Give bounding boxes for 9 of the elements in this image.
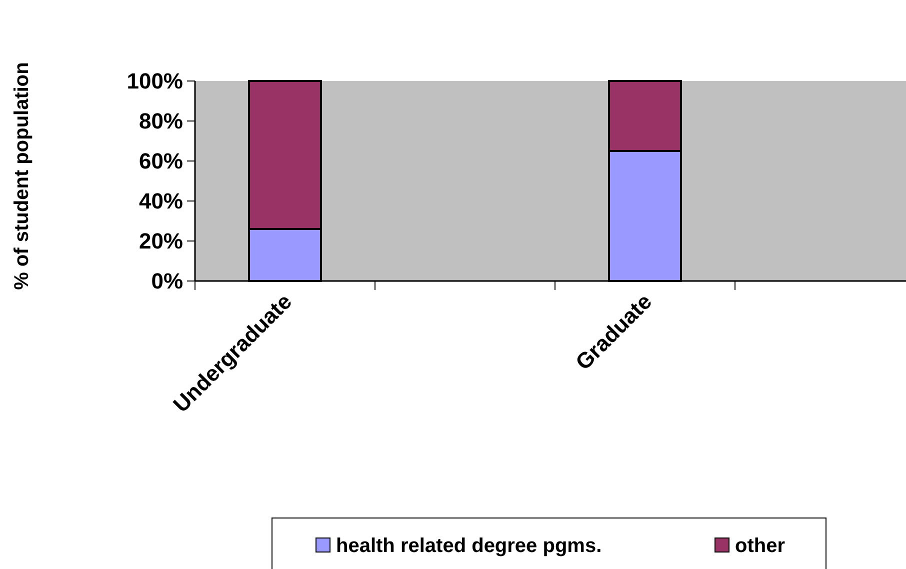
y-tick-label: 80% (138, 108, 183, 134)
legend-label: health related degree pgms. (336, 535, 602, 557)
y-tick-label: 60% (138, 148, 183, 174)
y-tick-label: 20% (138, 228, 183, 254)
y-tick-label: 0% (151, 268, 183, 294)
y-tick-label: 40% (138, 188, 183, 214)
y-tick-label: 100% (126, 68, 183, 94)
y-axis-title: % of student population (11, 62, 33, 290)
legend-label: other (735, 535, 786, 557)
